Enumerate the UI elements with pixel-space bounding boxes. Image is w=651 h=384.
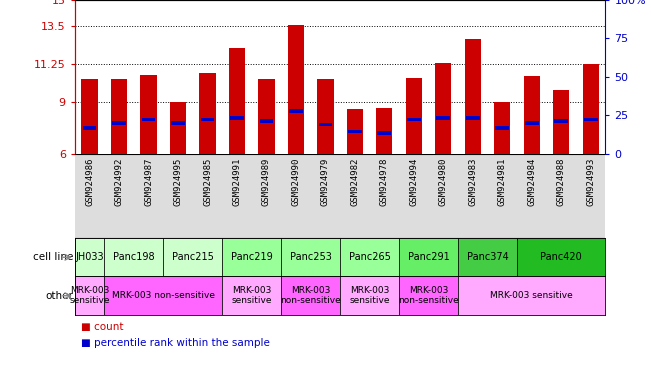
Bar — [399, 276, 458, 315]
Bar — [376, 108, 393, 154]
Bar — [111, 78, 127, 154]
Text: cell line: cell line — [33, 252, 74, 262]
Bar — [199, 73, 215, 154]
Text: Panc291: Panc291 — [408, 252, 449, 262]
Bar — [222, 276, 281, 315]
Bar — [458, 276, 605, 315]
Bar — [170, 103, 186, 154]
Text: MRK-003
sensitive: MRK-003 sensitive — [70, 286, 110, 305]
Text: Panc253: Panc253 — [290, 252, 331, 262]
Bar — [583, 64, 599, 154]
Bar — [494, 103, 510, 154]
Bar — [399, 238, 458, 276]
Text: MRK-003
sensitive: MRK-003 sensitive — [350, 286, 390, 305]
Bar — [348, 129, 362, 133]
Bar — [525, 121, 538, 125]
Text: MRK-003
non-sensitive: MRK-003 non-sensitive — [398, 286, 459, 305]
Bar — [75, 238, 104, 276]
Text: GSM924994: GSM924994 — [409, 158, 419, 206]
Bar — [81, 78, 98, 154]
Text: MRK-003 non-sensitive: MRK-003 non-sensitive — [112, 291, 215, 300]
Bar — [230, 116, 244, 120]
Bar — [378, 131, 391, 135]
Bar — [104, 276, 222, 315]
Bar — [517, 238, 605, 276]
Text: ■ percentile rank within the sample: ■ percentile rank within the sample — [81, 338, 270, 348]
Bar — [229, 48, 245, 154]
Text: Panc215: Panc215 — [172, 252, 214, 262]
Bar — [317, 79, 333, 154]
Bar — [318, 123, 332, 126]
Text: MRK-003
non-sensitive: MRK-003 non-sensitive — [281, 286, 341, 305]
Bar — [288, 25, 304, 154]
Bar — [436, 63, 451, 154]
Text: GSM924990: GSM924990 — [292, 158, 300, 206]
Bar — [289, 109, 303, 113]
Bar — [523, 76, 540, 154]
Bar — [171, 121, 185, 125]
Bar — [466, 116, 480, 120]
Bar — [75, 276, 104, 315]
Bar — [258, 78, 275, 154]
Text: GSM924985: GSM924985 — [203, 158, 212, 206]
Bar — [458, 238, 517, 276]
Text: GSM924995: GSM924995 — [174, 158, 182, 206]
Bar — [83, 126, 96, 130]
Bar — [436, 116, 450, 120]
Bar — [584, 118, 598, 121]
Text: GSM924983: GSM924983 — [468, 158, 477, 206]
Bar — [201, 118, 214, 121]
Text: GSM924980: GSM924980 — [439, 158, 448, 206]
Bar — [465, 39, 481, 154]
Text: Panc374: Panc374 — [467, 252, 508, 262]
Bar — [554, 119, 568, 123]
Text: GSM924978: GSM924978 — [380, 158, 389, 206]
Text: MRK-003
sensitive: MRK-003 sensitive — [232, 286, 272, 305]
Bar — [104, 238, 163, 276]
Text: GSM924993: GSM924993 — [586, 158, 595, 206]
Text: GSM924992: GSM924992 — [115, 158, 124, 206]
Text: Panc265: Panc265 — [349, 252, 391, 262]
Bar — [340, 276, 399, 315]
Text: GSM924987: GSM924987 — [144, 158, 153, 206]
Text: GSM924988: GSM924988 — [557, 158, 566, 206]
Text: ■ count: ■ count — [81, 322, 124, 332]
Bar — [222, 238, 281, 276]
Text: GSM924982: GSM924982 — [350, 158, 359, 206]
Text: other: other — [46, 291, 74, 301]
Bar — [142, 118, 156, 121]
Bar — [281, 238, 340, 276]
Bar — [281, 276, 340, 315]
Bar — [340, 238, 399, 276]
Bar — [112, 121, 126, 125]
Text: GSM924984: GSM924984 — [527, 158, 536, 206]
Text: Panc219: Panc219 — [231, 252, 273, 262]
Text: MRK-003 sensitive: MRK-003 sensitive — [490, 291, 573, 300]
Bar — [141, 75, 157, 154]
Text: GSM924991: GSM924991 — [232, 158, 242, 206]
Text: Panc420: Panc420 — [540, 252, 582, 262]
Text: Panc198: Panc198 — [113, 252, 155, 262]
Text: GSM924989: GSM924989 — [262, 158, 271, 206]
Bar — [407, 118, 421, 121]
Text: GSM924979: GSM924979 — [321, 158, 330, 206]
Text: GSM924986: GSM924986 — [85, 158, 94, 206]
Text: GSM924981: GSM924981 — [498, 158, 506, 206]
Bar — [495, 126, 509, 130]
Bar — [260, 119, 273, 123]
Bar — [553, 91, 570, 154]
Bar — [347, 109, 363, 154]
Bar — [406, 78, 422, 154]
Bar — [163, 238, 222, 276]
Text: JH033: JH033 — [76, 252, 104, 262]
